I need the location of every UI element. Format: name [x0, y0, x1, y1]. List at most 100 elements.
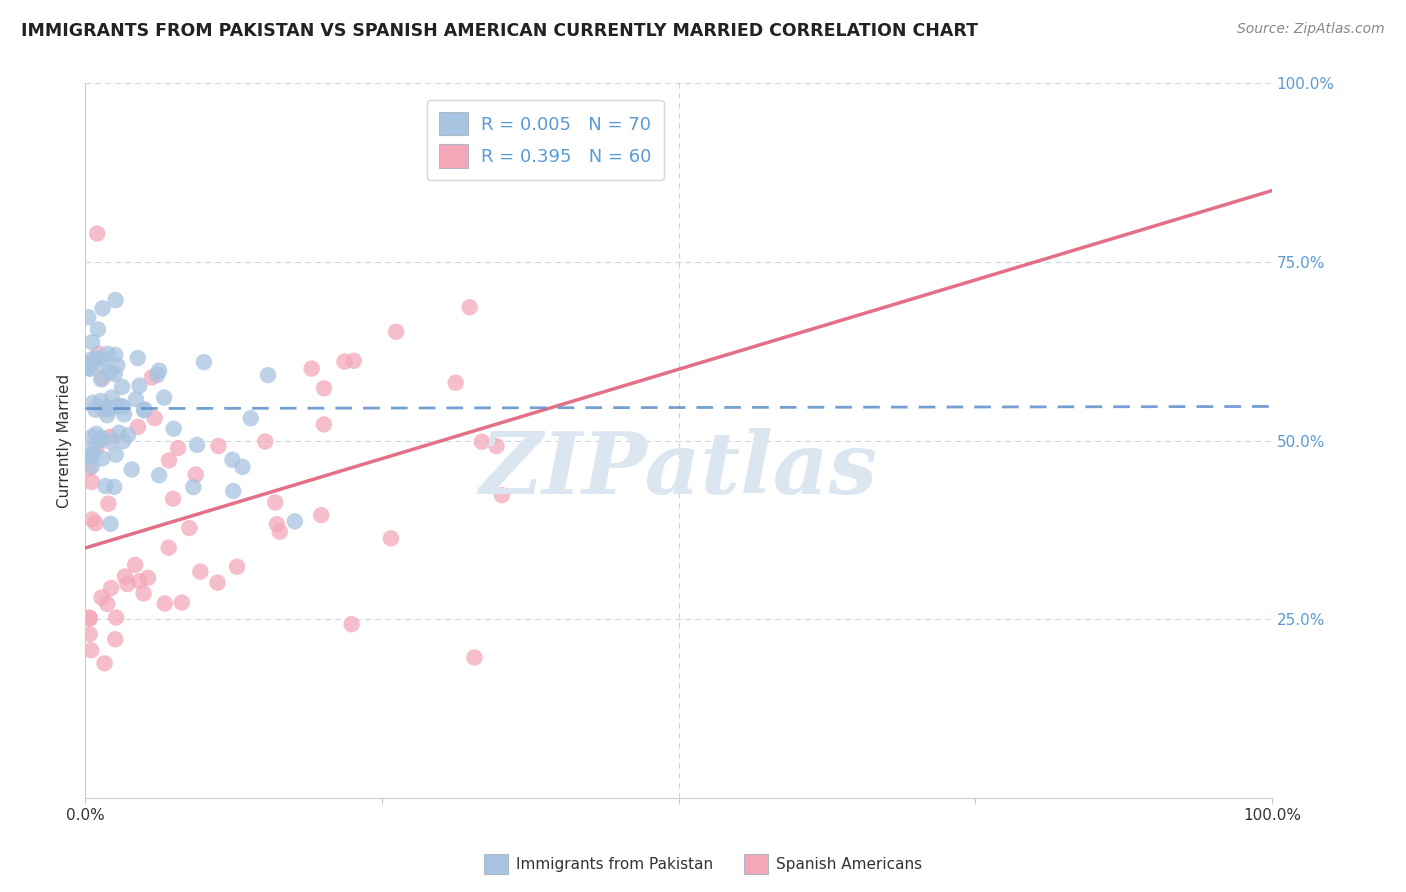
Point: [121, 462, 143, 476]
Point: [127, 420, 149, 434]
Point: [167, 441, 190, 455]
Point: [82, 395, 104, 409]
Point: [207, 439, 229, 453]
Point: [91, 371, 114, 385]
Point: [79, 450, 101, 464]
Point: [186, 438, 208, 452]
Point: [312, 417, 335, 432]
Point: [222, 484, 245, 499]
Point: [80, 352, 103, 367]
Point: [97, 347, 120, 361]
Point: [83, 439, 105, 453]
Point: [91, 431, 114, 445]
Point: [77, 462, 100, 476]
Point: [162, 491, 184, 506]
Point: [98, 430, 121, 444]
Point: [112, 434, 135, 449]
Point: [127, 351, 149, 365]
Point: [105, 399, 128, 413]
Point: [148, 468, 170, 483]
Point: [153, 597, 176, 611]
Point: [343, 353, 366, 368]
Point: [125, 392, 148, 407]
Point: [284, 514, 307, 528]
Point: [264, 495, 287, 509]
Point: [101, 391, 124, 405]
Point: [90, 372, 112, 386]
Point: [117, 577, 139, 591]
Point: [301, 361, 323, 376]
Point: [148, 364, 170, 378]
Point: [84, 402, 107, 417]
Point: [80, 335, 103, 350]
Point: [333, 354, 356, 368]
Point: [77, 359, 100, 373]
Point: [221, 452, 243, 467]
Legend: Immigrants from Pakistan, Spanish Americans: Immigrants from Pakistan, Spanish Americ…: [478, 848, 928, 880]
Point: [143, 411, 166, 425]
Point: [77, 310, 100, 325]
Point: [80, 512, 103, 526]
Point: [79, 610, 101, 624]
Text: Source: ZipAtlas.com: Source: ZipAtlas.com: [1237, 22, 1385, 37]
Text: ZIPatlas: ZIPatlas: [479, 427, 877, 511]
Point: [231, 460, 253, 475]
Point: [80, 448, 103, 462]
Point: [141, 370, 163, 384]
Point: [96, 408, 118, 422]
Point: [104, 348, 127, 362]
Point: [269, 524, 291, 539]
Point: [90, 351, 112, 366]
Point: [312, 381, 335, 395]
Point: [91, 301, 114, 316]
Point: [104, 448, 127, 462]
Point: [80, 430, 103, 444]
Point: [93, 657, 115, 671]
Point: [157, 453, 180, 467]
Point: [86, 441, 108, 455]
Point: [163, 422, 186, 436]
Point: [190, 565, 212, 579]
Point: [80, 475, 103, 489]
Point: [112, 408, 135, 422]
Point: [105, 359, 128, 373]
Point: [254, 434, 277, 449]
Point: [87, 346, 110, 360]
Point: [380, 532, 402, 546]
Point: [84, 516, 107, 531]
Point: [80, 643, 103, 657]
Point: [87, 322, 110, 336]
Point: [90, 591, 112, 605]
Point: [79, 627, 101, 641]
Point: [105, 610, 128, 624]
Point: [108, 425, 131, 440]
Point: [84, 351, 107, 366]
Y-axis label: Currently Married: Currently Married: [58, 374, 72, 508]
Point: [112, 400, 135, 414]
Point: [309, 508, 332, 523]
Point: [104, 293, 127, 307]
Point: [124, 558, 146, 572]
Point: [132, 586, 155, 600]
Point: [179, 521, 201, 535]
Point: [128, 574, 150, 588]
Point: [100, 581, 122, 595]
Point: [340, 617, 363, 632]
Point: [103, 480, 125, 494]
Point: [104, 632, 127, 647]
Point: [207, 575, 229, 590]
Point: [444, 376, 467, 390]
Point: [157, 541, 180, 555]
Point: [226, 559, 249, 574]
Point: [134, 402, 156, 417]
Point: [239, 411, 262, 425]
Point: [463, 650, 485, 665]
Point: [146, 368, 169, 382]
Point: [458, 300, 481, 314]
Point: [110, 399, 132, 413]
Point: [77, 356, 100, 370]
Point: [491, 488, 513, 502]
Point: [153, 391, 176, 405]
Point: [266, 517, 288, 532]
Point: [100, 402, 122, 417]
